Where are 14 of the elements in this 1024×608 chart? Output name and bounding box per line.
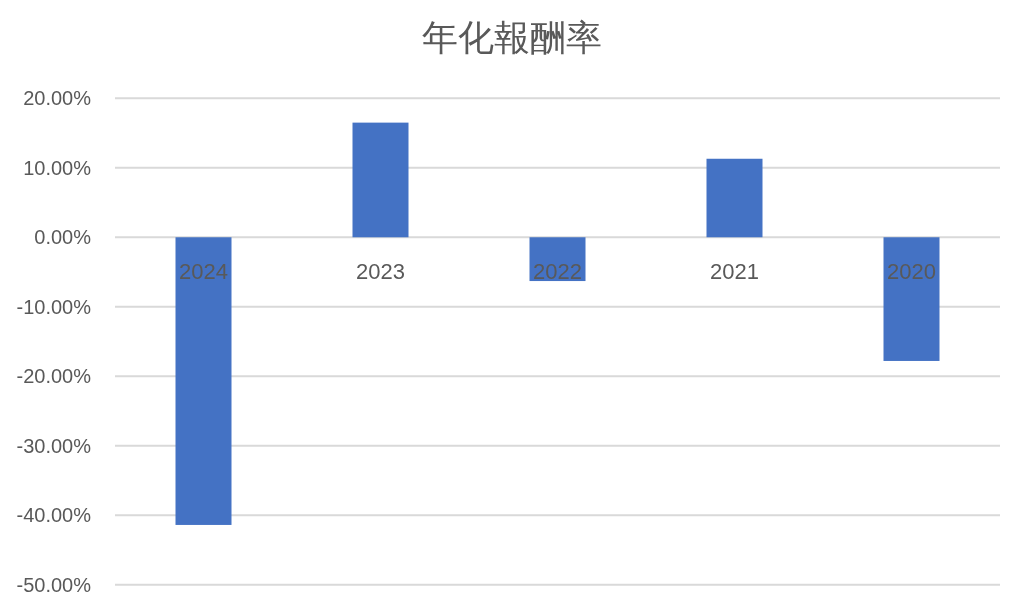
y-tick-label: 20.00% — [23, 87, 92, 110]
chart-title: 年化報酬率 — [422, 17, 602, 58]
x-tick-label: 2022 — [533, 259, 582, 285]
y-tick-label: -20.00% — [16, 365, 92, 388]
y-tick-label: -40.00% — [16, 504, 92, 527]
x-tick-label: 2023 — [356, 259, 405, 285]
y-tick-label: -30.00% — [16, 434, 92, 457]
y-tick-label: -50.00% — [16, 573, 92, 596]
y-tick-label: -10.00% — [16, 295, 92, 318]
x-tick-label: 2020 — [887, 259, 936, 285]
x-tick-label: 2024 — [179, 259, 228, 285]
y-tick-label: 0.00% — [34, 226, 92, 249]
x-tick-label: 2021 — [710, 259, 759, 285]
y-tick-label: 10.00% — [23, 156, 92, 179]
